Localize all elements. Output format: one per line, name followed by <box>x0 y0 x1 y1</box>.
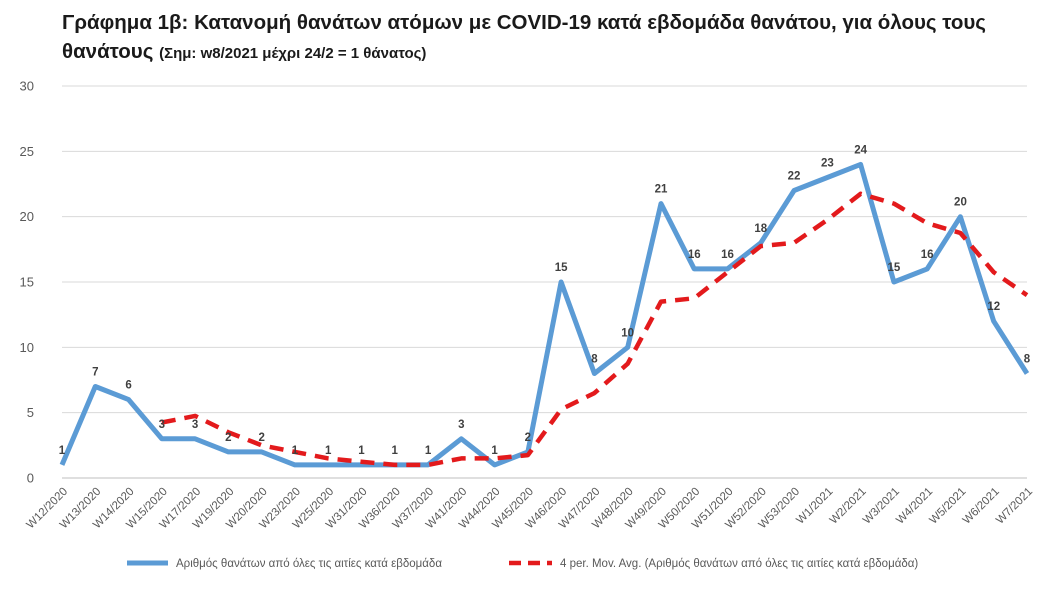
y-tick-label: 5 <box>27 405 34 420</box>
data-label: 16 <box>688 249 701 261</box>
data-label: 16 <box>921 249 934 261</box>
y-tick-label: 10 <box>20 340 34 355</box>
data-label: 3 <box>458 419 464 431</box>
data-label: 1 <box>325 445 332 457</box>
y-tick-label: 0 <box>27 471 34 486</box>
data-label: 1 <box>491 445 498 457</box>
y-tick-label: 20 <box>20 209 34 224</box>
data-label: 1 <box>59 445 66 457</box>
legend-label-weekly-deaths: Αριθμός θανάτων από όλες τις αιτίες κατά… <box>176 558 442 570</box>
y-tick-label: 25 <box>20 144 34 159</box>
x-axis-ticks: W12/2020W13/2020W14/2020W15/2020W17/2020… <box>25 486 1036 532</box>
data-label: 6 <box>125 380 131 392</box>
data-label: 16 <box>721 249 734 261</box>
data-label: 10 <box>621 327 634 339</box>
data-label: 22 <box>788 171 801 183</box>
data-label: 1 <box>358 445 365 457</box>
data-label: 24 <box>854 144 867 156</box>
chart-title-main: Γράφημα 1β: Κατανομή θανάτων ατόμων με C… <box>62 11 986 63</box>
data-label: 12 <box>987 301 1000 313</box>
data-label: 1 <box>292 445 299 457</box>
series-lines <box>59 161 1030 468</box>
data-label: 8 <box>1024 353 1031 365</box>
data-label: 18 <box>754 223 767 235</box>
y-axis-ticks: 0 5 10 15 20 25 30 <box>20 79 34 486</box>
data-label: 2 <box>225 432 231 444</box>
data-label: 8 <box>591 353 598 365</box>
data-label: 1 <box>392 445 399 457</box>
y-tick-label: 15 <box>20 275 34 290</box>
data-label: 23 <box>821 157 834 169</box>
data-label: 2 <box>258 432 264 444</box>
moving-average-line <box>161 191 1029 468</box>
x-tick-label: W7/2021 <box>994 486 1035 527</box>
legend-label-moving-average: 4 per. Mov. Avg. (Αριθμός θανάτων από όλ… <box>560 558 918 570</box>
legend: Αριθμός θανάτων από όλες τις αιτίες κατά… <box>127 558 918 570</box>
data-label: 1 <box>425 445 432 457</box>
data-label: 7 <box>92 367 98 379</box>
data-label: 2 <box>525 432 531 444</box>
data-label: 15 <box>555 262 568 274</box>
chart-title-note: (Σημ: w8/2021 μέχρι 24/2 = 1 θάνατος) <box>159 45 427 62</box>
y-tick-label: 30 <box>20 79 34 94</box>
data-label: 20 <box>954 197 967 209</box>
chart-title: Γράφημα 1β: Κατανομή θανάτων ατόμων με C… <box>62 8 1037 68</box>
data-label: 15 <box>887 262 900 274</box>
data-label: 3 <box>192 419 198 431</box>
data-label: 21 <box>655 184 668 196</box>
data-label: 3 <box>159 419 165 431</box>
weekly-deaths-line <box>59 161 1030 468</box>
gridlines <box>62 85 1027 479</box>
